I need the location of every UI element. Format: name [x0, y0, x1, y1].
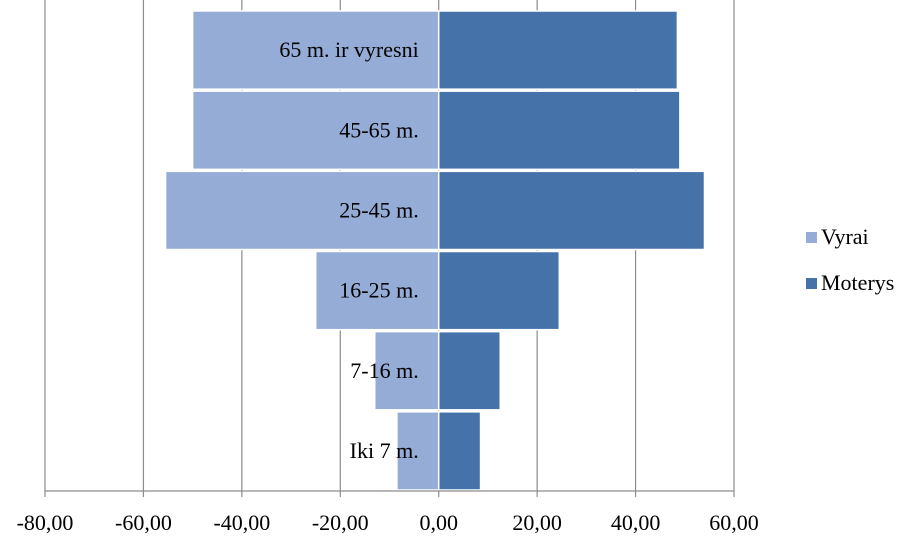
legend-label-vyrai: Vyrai [821, 224, 869, 249]
bar-moterys-5 [437, 10, 679, 90]
x-tick-label-3: -20,00 [312, 510, 369, 535]
legend-swatch-moterys [806, 278, 817, 289]
category-label-2: 16-25 m. [339, 278, 418, 303]
legend-label-moterys: Moterys [821, 270, 894, 295]
x-tick-labels: -80,00 -60,00 -40,00 -20,00 0,00 20,00 40,00 60… [17, 510, 759, 535]
category-labels: Iki 7 m. 7-16 m. 16-25 m. 25-45 m. 45-65 m. 6… [279, 37, 418, 463]
bar-vyrai-1 [373, 330, 440, 411]
bar-moterys-1 [437, 330, 501, 411]
category-label-4: 45-65 m. [339, 117, 418, 142]
x-tick-label-4: 0,00 [419, 510, 458, 535]
category-label-5: 65 m. ir vyresni [279, 37, 418, 62]
bar-moterys-4 [437, 90, 681, 171]
legend-swatch-vyrai [806, 232, 817, 243]
bar-moterys-2 [437, 250, 561, 331]
x-tick-label-1: -60,00 [115, 510, 172, 535]
x-tick-label-5: 20,00 [512, 510, 562, 535]
x-tick-label-7: 60,00 [709, 510, 759, 535]
bar-moterys-3 [437, 170, 706, 251]
bars [164, 10, 706, 491]
category-label-0: Iki 7 m. [350, 438, 419, 463]
x-axis [44, 490, 735, 497]
bar-moterys-0 [437, 411, 482, 491]
x-tick-label-0: -80,00 [17, 510, 74, 535]
bar-vyrai-5 [191, 10, 440, 90]
category-label-3: 25-45 m. [339, 197, 418, 222]
category-label-1: 7-16 m. [350, 358, 418, 383]
x-tick-label-6: 40,00 [611, 510, 661, 535]
legend: Vyrai Moterys [806, 224, 894, 295]
x-tick-label-2: -40,00 [213, 510, 270, 535]
bar-vyrai-0 [396, 411, 440, 491]
